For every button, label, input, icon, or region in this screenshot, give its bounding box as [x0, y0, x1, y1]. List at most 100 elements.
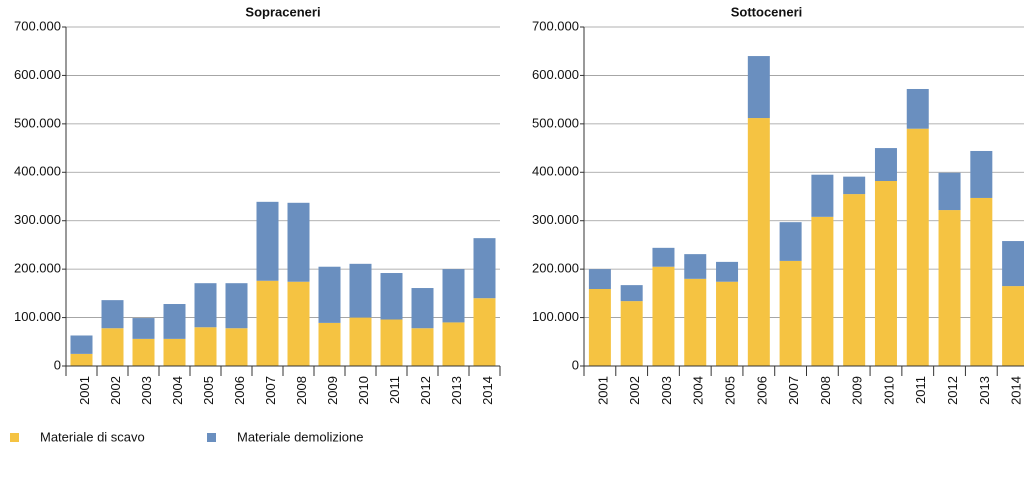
bar [1002, 241, 1024, 287]
bar [225, 328, 248, 366]
y-tick-label: 700.000 [14, 18, 61, 33]
bar [938, 172, 961, 211]
bar [442, 322, 465, 366]
x-tick-label: 2003 [659, 376, 674, 405]
bar [473, 238, 496, 299]
bar [163, 304, 186, 339]
x-tick-label: 2001 [77, 376, 92, 405]
bar [716, 261, 739, 282]
bar [843, 194, 866, 366]
bar [779, 260, 802, 366]
bar [779, 222, 802, 261]
chart-title: Sopraceneri [245, 4, 320, 19]
bar [194, 283, 217, 328]
x-tick-label: 2014 [1009, 376, 1024, 405]
legend-swatch [207, 433, 216, 442]
bar [906, 88, 929, 129]
bar [349, 317, 372, 366]
bar [194, 327, 217, 366]
y-tick-label: 0 [54, 357, 61, 372]
bar [684, 254, 707, 279]
bar [811, 174, 834, 217]
x-tick-label: 2003 [139, 376, 154, 405]
bar [101, 300, 124, 329]
x-tick-label: 2002 [108, 376, 123, 405]
bar [256, 201, 279, 281]
bar [287, 202, 310, 282]
y-tick-label: 500.000 [14, 115, 61, 130]
bar [652, 266, 675, 366]
bar [380, 273, 403, 320]
x-tick-label: 2007 [786, 376, 801, 405]
chart-title: Sottoceneri [731, 4, 803, 19]
y-tick-label: 600.000 [14, 67, 61, 82]
bar [256, 280, 279, 366]
y-tick-label: 400.000 [14, 164, 61, 179]
x-tick-label: 2008 [294, 376, 309, 405]
bar [287, 281, 310, 366]
x-tick-label: 2004 [691, 376, 706, 405]
x-tick-label: 2005 [201, 376, 216, 405]
x-tick-label: 2012 [945, 376, 960, 405]
bar [874, 181, 897, 366]
bar [101, 328, 124, 366]
bar [652, 247, 675, 267]
y-tick-label: 200.000 [14, 261, 61, 276]
bar [811, 216, 834, 366]
y-tick-label: 300.000 [532, 212, 579, 227]
x-tick-label: 2008 [818, 376, 833, 405]
bar [225, 283, 248, 329]
bar [132, 318, 155, 339]
x-tick-label: 2002 [627, 376, 642, 405]
x-tick-label: 2011 [913, 376, 928, 404]
x-tick-label: 2009 [850, 376, 865, 405]
legend-swatch [10, 433, 19, 442]
y-tick-label: 100.000 [532, 309, 579, 324]
bar [620, 301, 643, 366]
x-tick-label: 2010 [881, 376, 896, 405]
bar [1002, 286, 1024, 366]
bar [906, 128, 929, 366]
bar [442, 269, 465, 323]
y-tick-label: 400.000 [532, 164, 579, 179]
x-tick-label: 2007 [263, 376, 278, 405]
bar [318, 266, 341, 323]
y-tick-label: 500.000 [532, 115, 579, 130]
legend-label: Materiale di scavo [40, 429, 145, 444]
y-tick-label: 0 [572, 357, 579, 372]
bar [132, 338, 155, 366]
y-tick-label: 100.000 [14, 309, 61, 324]
bar [70, 353, 93, 366]
x-tick-label: 2011 [387, 376, 402, 404]
x-tick-label: 2014 [480, 376, 495, 405]
bar [747, 118, 770, 366]
bar [588, 288, 611, 366]
bar [874, 148, 897, 182]
bar [620, 285, 643, 302]
y-tick-label: 300.000 [14, 212, 61, 227]
x-tick-label: 2001 [595, 376, 610, 405]
x-tick-label: 2004 [170, 376, 185, 405]
bar [318, 322, 341, 366]
bar [684, 278, 707, 366]
x-tick-label: 2006 [232, 376, 247, 405]
bar [70, 335, 93, 354]
bar [843, 176, 866, 195]
bar [163, 338, 186, 366]
bar [938, 210, 961, 366]
bar [411, 288, 434, 329]
bar [970, 150, 993, 198]
bar [970, 197, 993, 366]
x-tick-label: 2005 [722, 376, 737, 405]
y-tick-label: 600.000 [532, 67, 579, 82]
bar [411, 328, 434, 366]
x-tick-label: 2013 [449, 376, 464, 405]
y-tick-label: 200.000 [532, 261, 579, 276]
x-tick-label: 2010 [356, 376, 371, 405]
bar [380, 319, 403, 366]
bar [747, 56, 770, 119]
bar [349, 263, 372, 318]
legend-label: Materiale demolizione [237, 429, 363, 444]
